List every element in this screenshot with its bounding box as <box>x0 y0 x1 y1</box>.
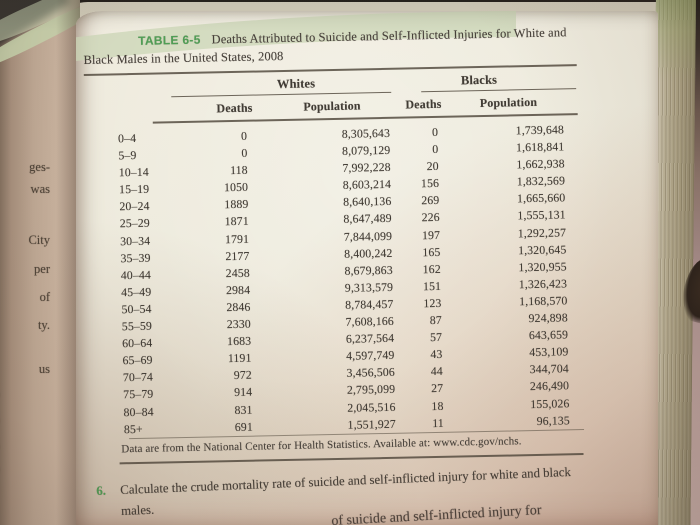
column-header-age <box>112 102 204 119</box>
value-cell: 11 <box>432 415 444 430</box>
value-cell: 2177 <box>225 248 250 263</box>
value-cell: 972 <box>233 367 252 383</box>
left-page-text-fragment: per <box>34 262 50 276</box>
value-cell: 1889 <box>224 197 249 212</box>
age-group-cell: 45–49 <box>121 284 152 300</box>
footnote-rule <box>119 453 584 464</box>
green-arc-clip <box>76 11 516 69</box>
value-cell: 914 <box>234 385 253 400</box>
left-page-text-fragment: City <box>28 233 50 247</box>
age-group-cell: 50–54 <box>121 301 152 317</box>
column-header-whites-population: Population <box>303 98 361 114</box>
value-cell: 44 <box>430 364 443 379</box>
column-header-blacks-population: Population <box>479 94 538 111</box>
page-edge-green-tint <box>655 0 696 83</box>
value-cell: 197 <box>421 227 441 242</box>
value-cell: 691 <box>234 419 254 434</box>
value-cell: 2984 <box>225 282 251 298</box>
value-cell: 1871 <box>224 214 249 229</box>
value-cell: 0 <box>241 145 248 160</box>
age-group-cell: 85+ <box>123 421 143 436</box>
table-body: 0–4 0 8,305,643 0 1,739,648 5–9 0 8,079,129 0 1,6… <box>113 121 570 438</box>
value-cell: 57 <box>429 329 443 345</box>
table-title-line2: Black Males in the United States, 2008 <box>83 48 284 67</box>
value-cell: 226 <box>421 210 440 225</box>
age-group-cell: 20–24 <box>119 199 150 214</box>
whites-underline <box>171 91 392 98</box>
value-cell: 2330 <box>226 316 251 332</box>
value-cell: 18 <box>431 398 444 413</box>
group-header-blacks: Blacks <box>460 72 498 88</box>
left-page-text-fragment: us <box>38 362 50 376</box>
value-cell: 123 <box>423 295 442 311</box>
left-page-text-fragment: ges- <box>29 160 50 174</box>
value-cell: 0 <box>431 124 439 140</box>
age-group-cell: 75–79 <box>123 387 154 402</box>
value-cell: 165 <box>422 244 441 259</box>
value-cell: 43 <box>430 347 443 362</box>
value-cell: 151 <box>422 278 442 294</box>
left-page-text-fragment: was <box>30 182 50 196</box>
value-cell: 1191 <box>227 350 252 366</box>
value-cell: 1050 <box>223 180 249 195</box>
value-cell: 87 <box>429 312 442 328</box>
left-page-text-fragment: ty. <box>37 318 50 332</box>
value-cell: 1791 <box>224 231 250 246</box>
value-cell: 831 <box>234 402 253 417</box>
table-6-5: TABLE 6-5 Deaths Attributed to Suicide an… <box>83 25 586 479</box>
age-group-cell: 30–34 <box>119 233 151 248</box>
table-label: TABLE 6-5 <box>137 32 201 48</box>
age-group-cell: 25–29 <box>119 216 151 231</box>
value-cell: 0 <box>240 128 248 143</box>
left-page-text-fragment: of <box>39 290 50 304</box>
value-cell: 269 <box>421 193 440 208</box>
age-group-cell: 80–84 <box>123 404 154 419</box>
exercise-number: 6. <box>96 483 107 498</box>
age-group-cell: 5–9 <box>118 148 137 163</box>
age-group-cell: 10–14 <box>118 164 149 180</box>
value-cell: 2846 <box>226 299 251 315</box>
value-cell: 0 <box>432 141 439 157</box>
value-cell: 1683 <box>226 333 252 349</box>
age-group-cell: 35–39 <box>120 250 151 265</box>
age-group-cell: 65–69 <box>122 352 153 368</box>
value-cell: 27 <box>430 381 444 396</box>
right-page: TABLE 6-5 Deaths Attributed to Suicide an… <box>76 11 658 525</box>
age-group-cell: 40–44 <box>120 267 152 283</box>
value-cell: 20 <box>426 159 439 174</box>
age-group-cell: 55–59 <box>121 318 153 334</box>
value-cell: 156 <box>420 176 440 191</box>
value-cell: 96,135 <box>536 412 570 428</box>
age-group-cell: 15–19 <box>118 181 150 197</box>
age-group-cell: 60–64 <box>122 335 153 351</box>
value-cell: 118 <box>229 162 248 178</box>
group-header-whites: Whites <box>276 76 316 92</box>
age-group-cell: 70–74 <box>122 369 154 385</box>
value-cell: 2458 <box>225 265 250 280</box>
age-group-cell: 0–4 <box>117 130 137 146</box>
column-header-whites-deaths: Deaths <box>216 100 253 116</box>
column-header-blacks-deaths: Deaths <box>405 96 442 112</box>
value-cell: 162 <box>422 261 441 276</box>
